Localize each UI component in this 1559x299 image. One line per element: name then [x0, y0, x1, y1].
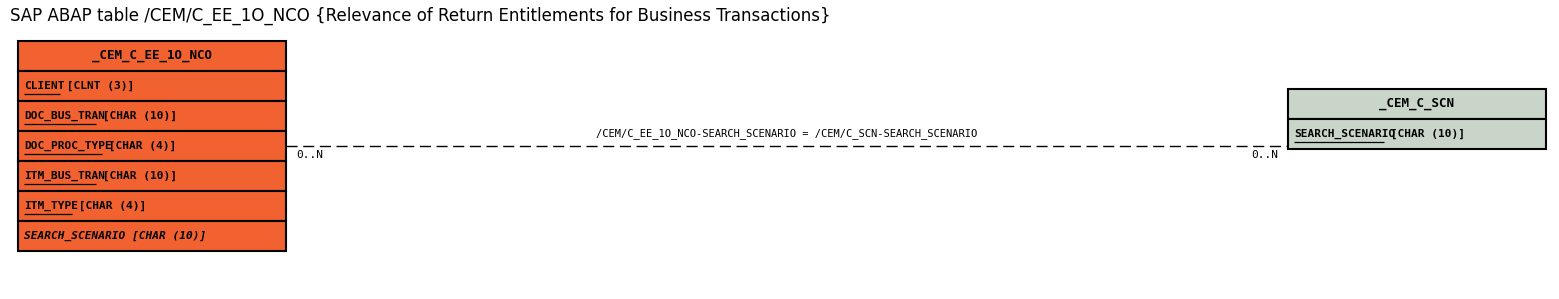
- Text: [CHAR (10)]: [CHAR (10)]: [97, 171, 178, 181]
- FancyBboxPatch shape: [1288, 119, 1547, 149]
- FancyBboxPatch shape: [1288, 89, 1547, 119]
- Text: /CEM/C_EE_1O_NCO-SEARCH_SCENARIO = /CEM/C_SCN-SEARCH_SCENARIO: /CEM/C_EE_1O_NCO-SEARCH_SCENARIO = /CEM/…: [597, 128, 977, 139]
- Text: SEARCH_SCENARIO: SEARCH_SCENARIO: [1294, 129, 1395, 139]
- FancyBboxPatch shape: [19, 221, 285, 251]
- Text: CLIENT: CLIENT: [23, 81, 64, 91]
- Text: [CHAR (4)]: [CHAR (4)]: [72, 201, 147, 211]
- Text: ITM_BUS_TRAN: ITM_BUS_TRAN: [23, 171, 104, 181]
- FancyBboxPatch shape: [19, 101, 285, 131]
- Text: SEARCH_SCENARIO [CHAR (10)]: SEARCH_SCENARIO [CHAR (10)]: [23, 231, 206, 241]
- FancyBboxPatch shape: [19, 41, 285, 71]
- Text: SAP ABAP table /CEM/C_EE_1O_NCO {Relevance of Return Entitlements for Business T: SAP ABAP table /CEM/C_EE_1O_NCO {Relevan…: [9, 7, 831, 25]
- FancyBboxPatch shape: [19, 131, 285, 161]
- FancyBboxPatch shape: [19, 161, 285, 191]
- Text: [CHAR (4)]: [CHAR (4)]: [101, 141, 176, 151]
- Text: ITM_TYPE: ITM_TYPE: [23, 201, 78, 211]
- Text: DOC_PROC_TYPE: DOC_PROC_TYPE: [23, 141, 112, 151]
- Text: [CHAR (10)]: [CHAR (10)]: [1384, 129, 1465, 139]
- FancyBboxPatch shape: [19, 191, 285, 221]
- Text: 0..N: 0..N: [1250, 150, 1278, 160]
- Text: [CHAR (10)]: [CHAR (10)]: [97, 111, 178, 121]
- Text: _CEM_C_EE_1O_NCO: _CEM_C_EE_1O_NCO: [92, 50, 212, 62]
- Text: 0..N: 0..N: [296, 150, 323, 160]
- Text: [CLNT (3)]: [CLNT (3)]: [59, 81, 134, 91]
- Text: DOC_BUS_TRAN: DOC_BUS_TRAN: [23, 111, 104, 121]
- FancyBboxPatch shape: [19, 71, 285, 101]
- Text: _CEM_C_SCN: _CEM_C_SCN: [1380, 97, 1455, 111]
